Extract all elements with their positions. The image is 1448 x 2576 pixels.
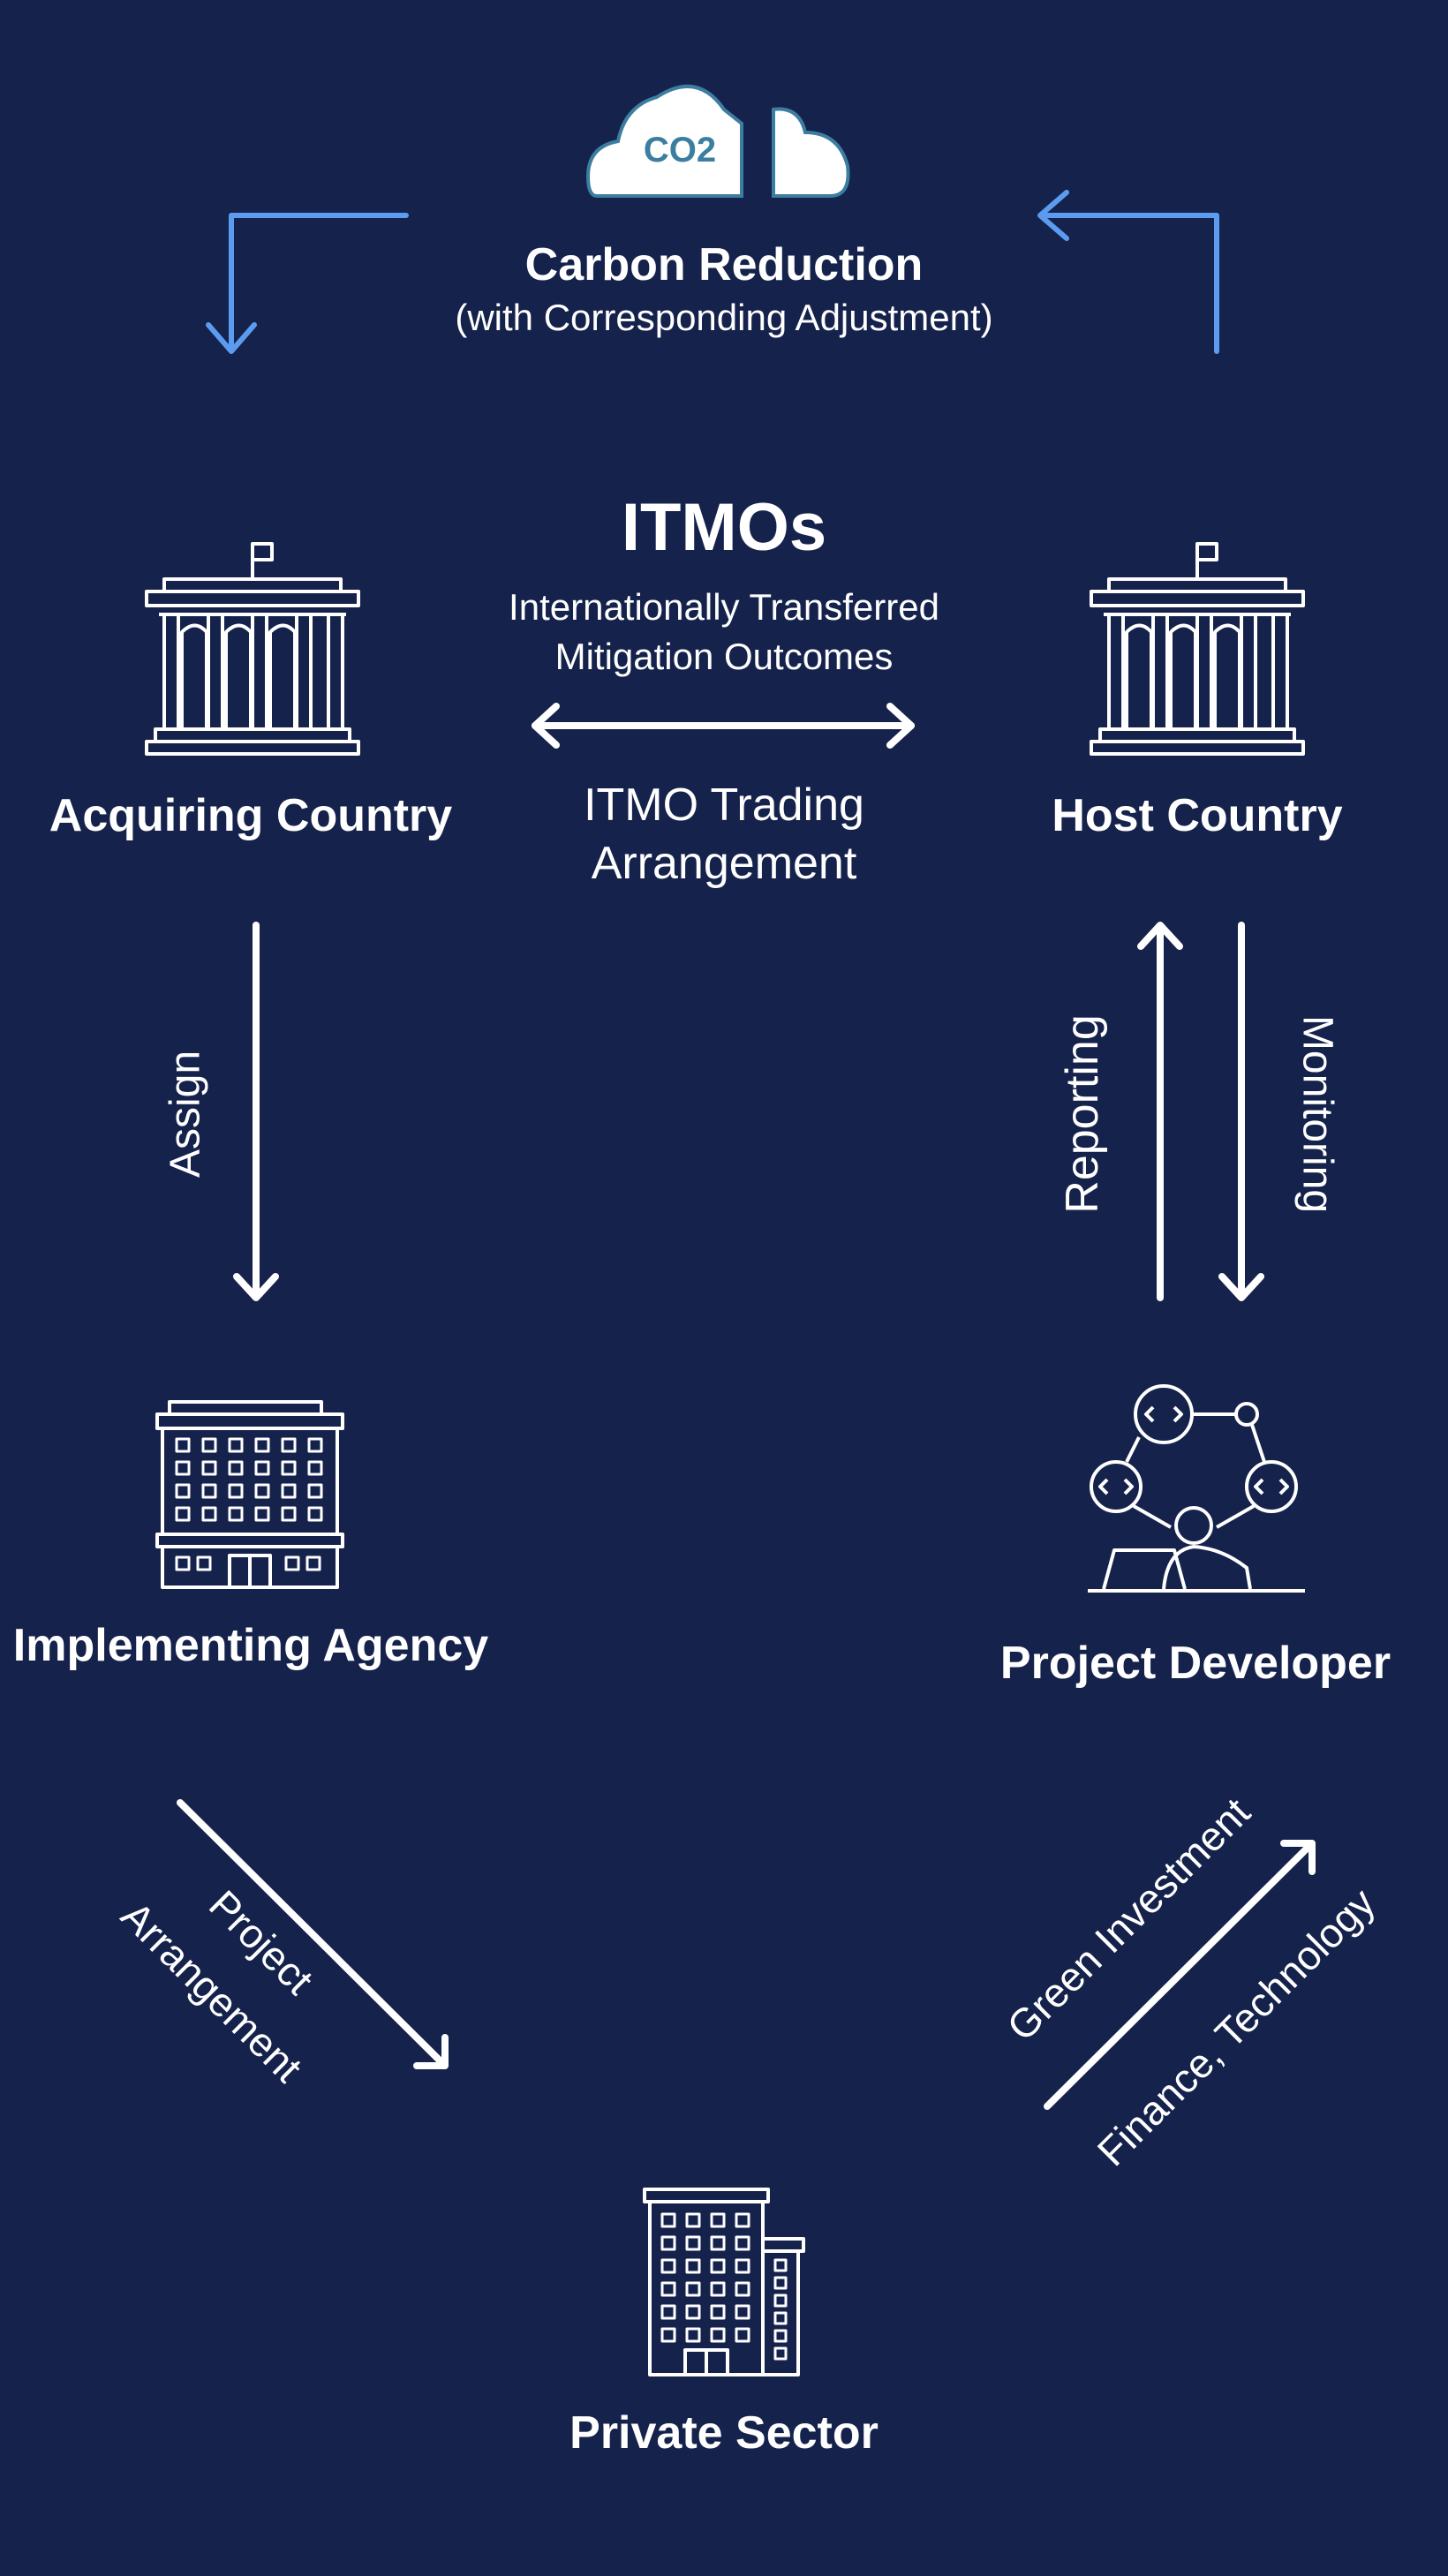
office-window — [281, 1460, 297, 1476]
office-window — [175, 1506, 191, 1522]
office-window — [307, 1437, 323, 1453]
co2-cloud-icon — [585, 84, 850, 198]
cycle-arrow-right — [1039, 213, 1219, 354]
tower-window — [735, 2235, 750, 2251]
trading-arrangement-line2: Arrangement — [591, 838, 857, 889]
tower-window — [773, 2258, 788, 2272]
office-window — [254, 1437, 270, 1453]
private-sector-label: Private Sector — [569, 2407, 879, 2459]
tower-window — [710, 2327, 726, 2343]
trading-arrangement-line1: ITMO Trading — [584, 780, 864, 831]
tower-window — [685, 2258, 701, 2274]
itmos-subtitle-line1: Internationally Transferred — [509, 586, 939, 628]
office-window — [196, 1555, 212, 1571]
itmos-title: ITMOs — [621, 490, 827, 565]
tower-window — [660, 2258, 676, 2274]
reporting-label: Reporting — [1057, 1014, 1108, 1214]
office-window — [175, 1437, 191, 1453]
office-window — [281, 1437, 297, 1453]
office-window — [175, 1555, 191, 1571]
tower-window — [735, 2327, 750, 2343]
office-window — [307, 1460, 323, 1476]
office-window — [201, 1437, 217, 1453]
tower-window — [710, 2304, 726, 2320]
tower-window — [710, 2281, 726, 2297]
tower-window — [773, 2276, 788, 2290]
tower-window — [735, 2281, 750, 2297]
office-window — [254, 1460, 270, 1476]
office-window — [175, 1460, 191, 1476]
office-window — [175, 1483, 191, 1499]
developer-network-icon — [1088, 1384, 1305, 1593]
co2-label: CO2 — [643, 131, 717, 169]
assign-label: Assign — [162, 1050, 209, 1179]
office-window — [281, 1506, 297, 1522]
acquiring-country-icon — [145, 542, 360, 756]
tower-window — [773, 2311, 788, 2325]
carbon-reduction-title: Carbon Reduction — [524, 239, 924, 290]
office-window — [284, 1555, 300, 1571]
implementing-agency-label: Implementing Agency — [12, 1620, 489, 1671]
office-window — [201, 1460, 217, 1476]
tower-window — [685, 2304, 701, 2320]
office-window — [228, 1437, 244, 1453]
tower-window — [660, 2212, 676, 2228]
office-window — [228, 1506, 244, 1522]
tower-window — [660, 2327, 676, 2343]
implementing-agency-icon — [155, 1400, 344, 1589]
tower-window — [735, 2304, 750, 2320]
office-window — [228, 1483, 244, 1499]
office-window — [307, 1506, 323, 1522]
monitoring-label: Monitoring — [1293, 1014, 1341, 1214]
office-window — [228, 1460, 244, 1476]
office-window — [307, 1483, 323, 1499]
tower-window — [710, 2212, 726, 2228]
office-window — [254, 1506, 270, 1522]
carbon-reduction-subtitle: (with Corresponding Adjustment) — [455, 297, 993, 338]
tower-window — [735, 2212, 750, 2228]
tower-window — [660, 2304, 676, 2320]
host-country-icon — [1090, 542, 1305, 756]
office-window — [201, 1483, 217, 1499]
office-window — [201, 1506, 217, 1522]
tower-window — [773, 2346, 788, 2361]
cycle-arrow-left — [229, 213, 409, 352]
office-window — [254, 1483, 270, 1499]
tower-window — [660, 2235, 676, 2251]
tower-window — [710, 2258, 726, 2274]
acquiring-country-label: Acquiring Country — [49, 790, 453, 841]
tower-window — [773, 2294, 788, 2308]
tower-window — [685, 2281, 701, 2297]
host-country-label: Host Country — [1052, 790, 1343, 841]
tower-window — [773, 2329, 788, 2343]
project-developer-label: Project Developer — [999, 1638, 1391, 1689]
tower-window — [710, 2235, 726, 2251]
tower-window — [685, 2327, 701, 2343]
tower-window — [660, 2281, 676, 2297]
itmos-subtitle-line2: Mitigation Outcomes — [554, 636, 894, 677]
office-window — [281, 1483, 297, 1499]
office-window — [305, 1555, 321, 1571]
tower-window — [685, 2212, 701, 2228]
tower-window — [685, 2235, 701, 2251]
tower-window — [735, 2258, 750, 2274]
